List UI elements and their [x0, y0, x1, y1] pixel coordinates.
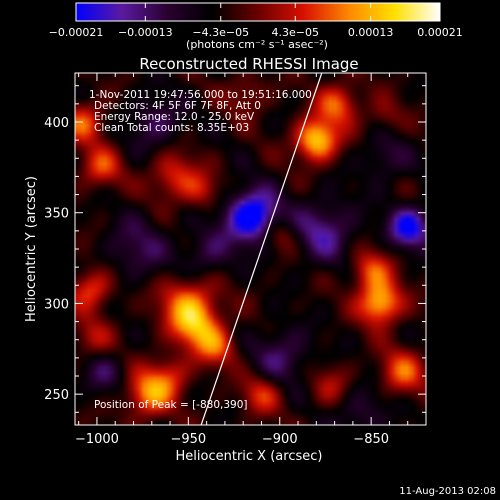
y-tick-label: 300 [44, 297, 69, 312]
axis-ticks: −1000 −950 −900 −850 250 300 350 400 [44, 73, 427, 447]
chart-title: Reconstructed RHESSI Image [139, 55, 358, 73]
x-tick-label: −900 [262, 432, 298, 447]
colorbar-tick-label: 4.3e−05 [272, 26, 319, 39]
colorbar-ticks: −0.00021 −0.00013 −4.3e−05 4.3e−05 0.00013 0.… [49, 3, 463, 39]
annotation-peak-position: Position of Peak = [-880,390] [94, 399, 248, 411]
colorbar [75, 2, 441, 22]
timestamp: 11-Aug-2013 02:08 [399, 486, 496, 497]
annotation-energy-range: Energy Range: 12.0 - 25.0 keV [94, 111, 255, 123]
heatmap-image [75, 73, 426, 425]
x-axis-label: Heliocentric X (arcsec) [176, 449, 323, 464]
y-tick-label: 400 [44, 116, 69, 131]
annotation-total-counts: Clean Total counts: 8.35E+03 [94, 122, 249, 134]
x-tick-label: −1000 [75, 432, 119, 447]
annotation-detectors: Detectors: 4F 5F 6F 7F 8F, Att 0 [94, 100, 261, 112]
colorbar-tick-label: −0.00021 [49, 26, 104, 39]
annotation-time-range: 1-Nov-2011 19:47:56.000 to 19:51:16.000 [89, 89, 312, 101]
solar-limb-line [200, 73, 323, 425]
colorbar-tick-label: −4.3e−05 [192, 26, 249, 39]
y-axis-label: Heliocentric Y (arcsec) [24, 176, 39, 322]
colorbar-unit-label: (photons cm⁻² s⁻¹ asec⁻²) [186, 38, 328, 51]
colorbar-tick-label: 0.00021 [417, 26, 463, 39]
x-tick-label: −850 [353, 432, 389, 447]
y-tick-label: 250 [44, 388, 69, 403]
y-tick-label: 350 [44, 207, 69, 222]
colorbar-tick-label: 0.00013 [348, 26, 394, 39]
x-tick-label: −950 [170, 432, 206, 447]
colorbar-tick-label: −0.00013 [118, 26, 173, 39]
